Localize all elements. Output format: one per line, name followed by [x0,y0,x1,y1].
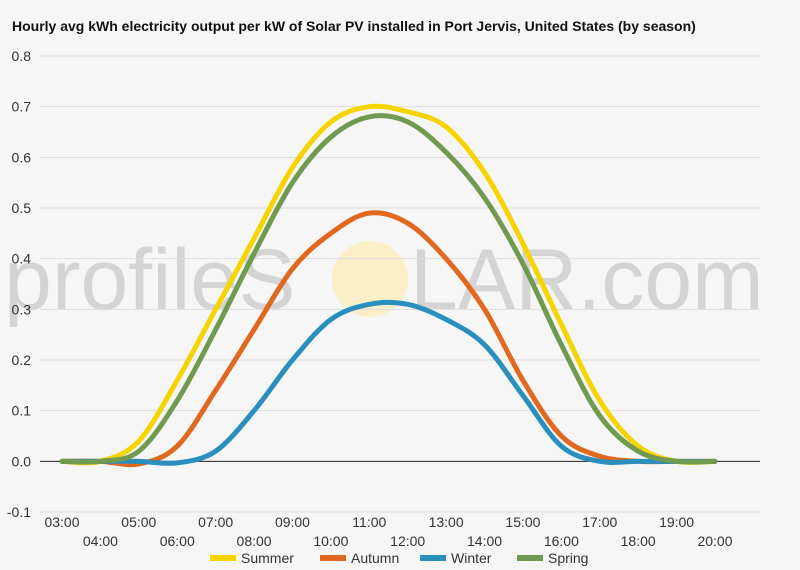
x-tick-label: 10:00 [313,533,348,549]
legend-label-spring: Spring [548,550,588,566]
x-tick-label: 16:00 [544,533,579,549]
x-tick-label: 17:00 [582,514,617,530]
y-tick-label: 0.5 [12,200,32,216]
y-tick-label: -0.1 [7,504,31,520]
x-tick-label: 09:00 [275,514,310,530]
x-tick-label: 08:00 [237,533,272,549]
x-tick-label: 04:00 [83,533,118,549]
x-tick-label: 06:00 [160,533,195,549]
x-tick-label: 20:00 [697,533,732,549]
legend-label-autumn: Autumn [351,550,399,566]
legend-label-winter: Winter [451,550,492,566]
x-tick-label: 12:00 [390,533,425,549]
y-tick-label: 0.3 [12,301,32,317]
x-tick-label: 19:00 [659,514,694,530]
y-tick-label: 0.7 [12,99,32,115]
y-tick-label: 0.1 [12,403,32,419]
x-tick-label: 14:00 [467,533,502,549]
y-tick-label: 0.4 [12,251,32,267]
series-line-summer [59,103,718,466]
x-tick-label: 07:00 [198,514,233,530]
y-tick-label: 0.6 [12,149,32,165]
x-tick-label: 18:00 [621,533,656,549]
chart-title: Hourly avg kWh electricity output per kW… [12,18,696,34]
y-tick-label: 0.8 [12,48,32,64]
watermark-text-right: LAR.com [410,232,764,328]
series-line-winter [59,299,718,466]
watermark-sun-icon [332,241,408,317]
y-tick-label: 0.0 [12,453,32,469]
legend-label-summer: Summer [241,550,294,566]
x-tick-label: 13:00 [429,514,464,530]
y-tick-label: 0.2 [12,352,32,368]
x-tick-label: 03:00 [44,514,79,530]
x-tick-label: 05:00 [121,514,156,530]
series-line-spring [59,113,718,465]
x-tick-label: 15:00 [505,514,540,530]
series-line-autumn [59,210,718,468]
x-tick-label: 11:00 [352,514,386,530]
